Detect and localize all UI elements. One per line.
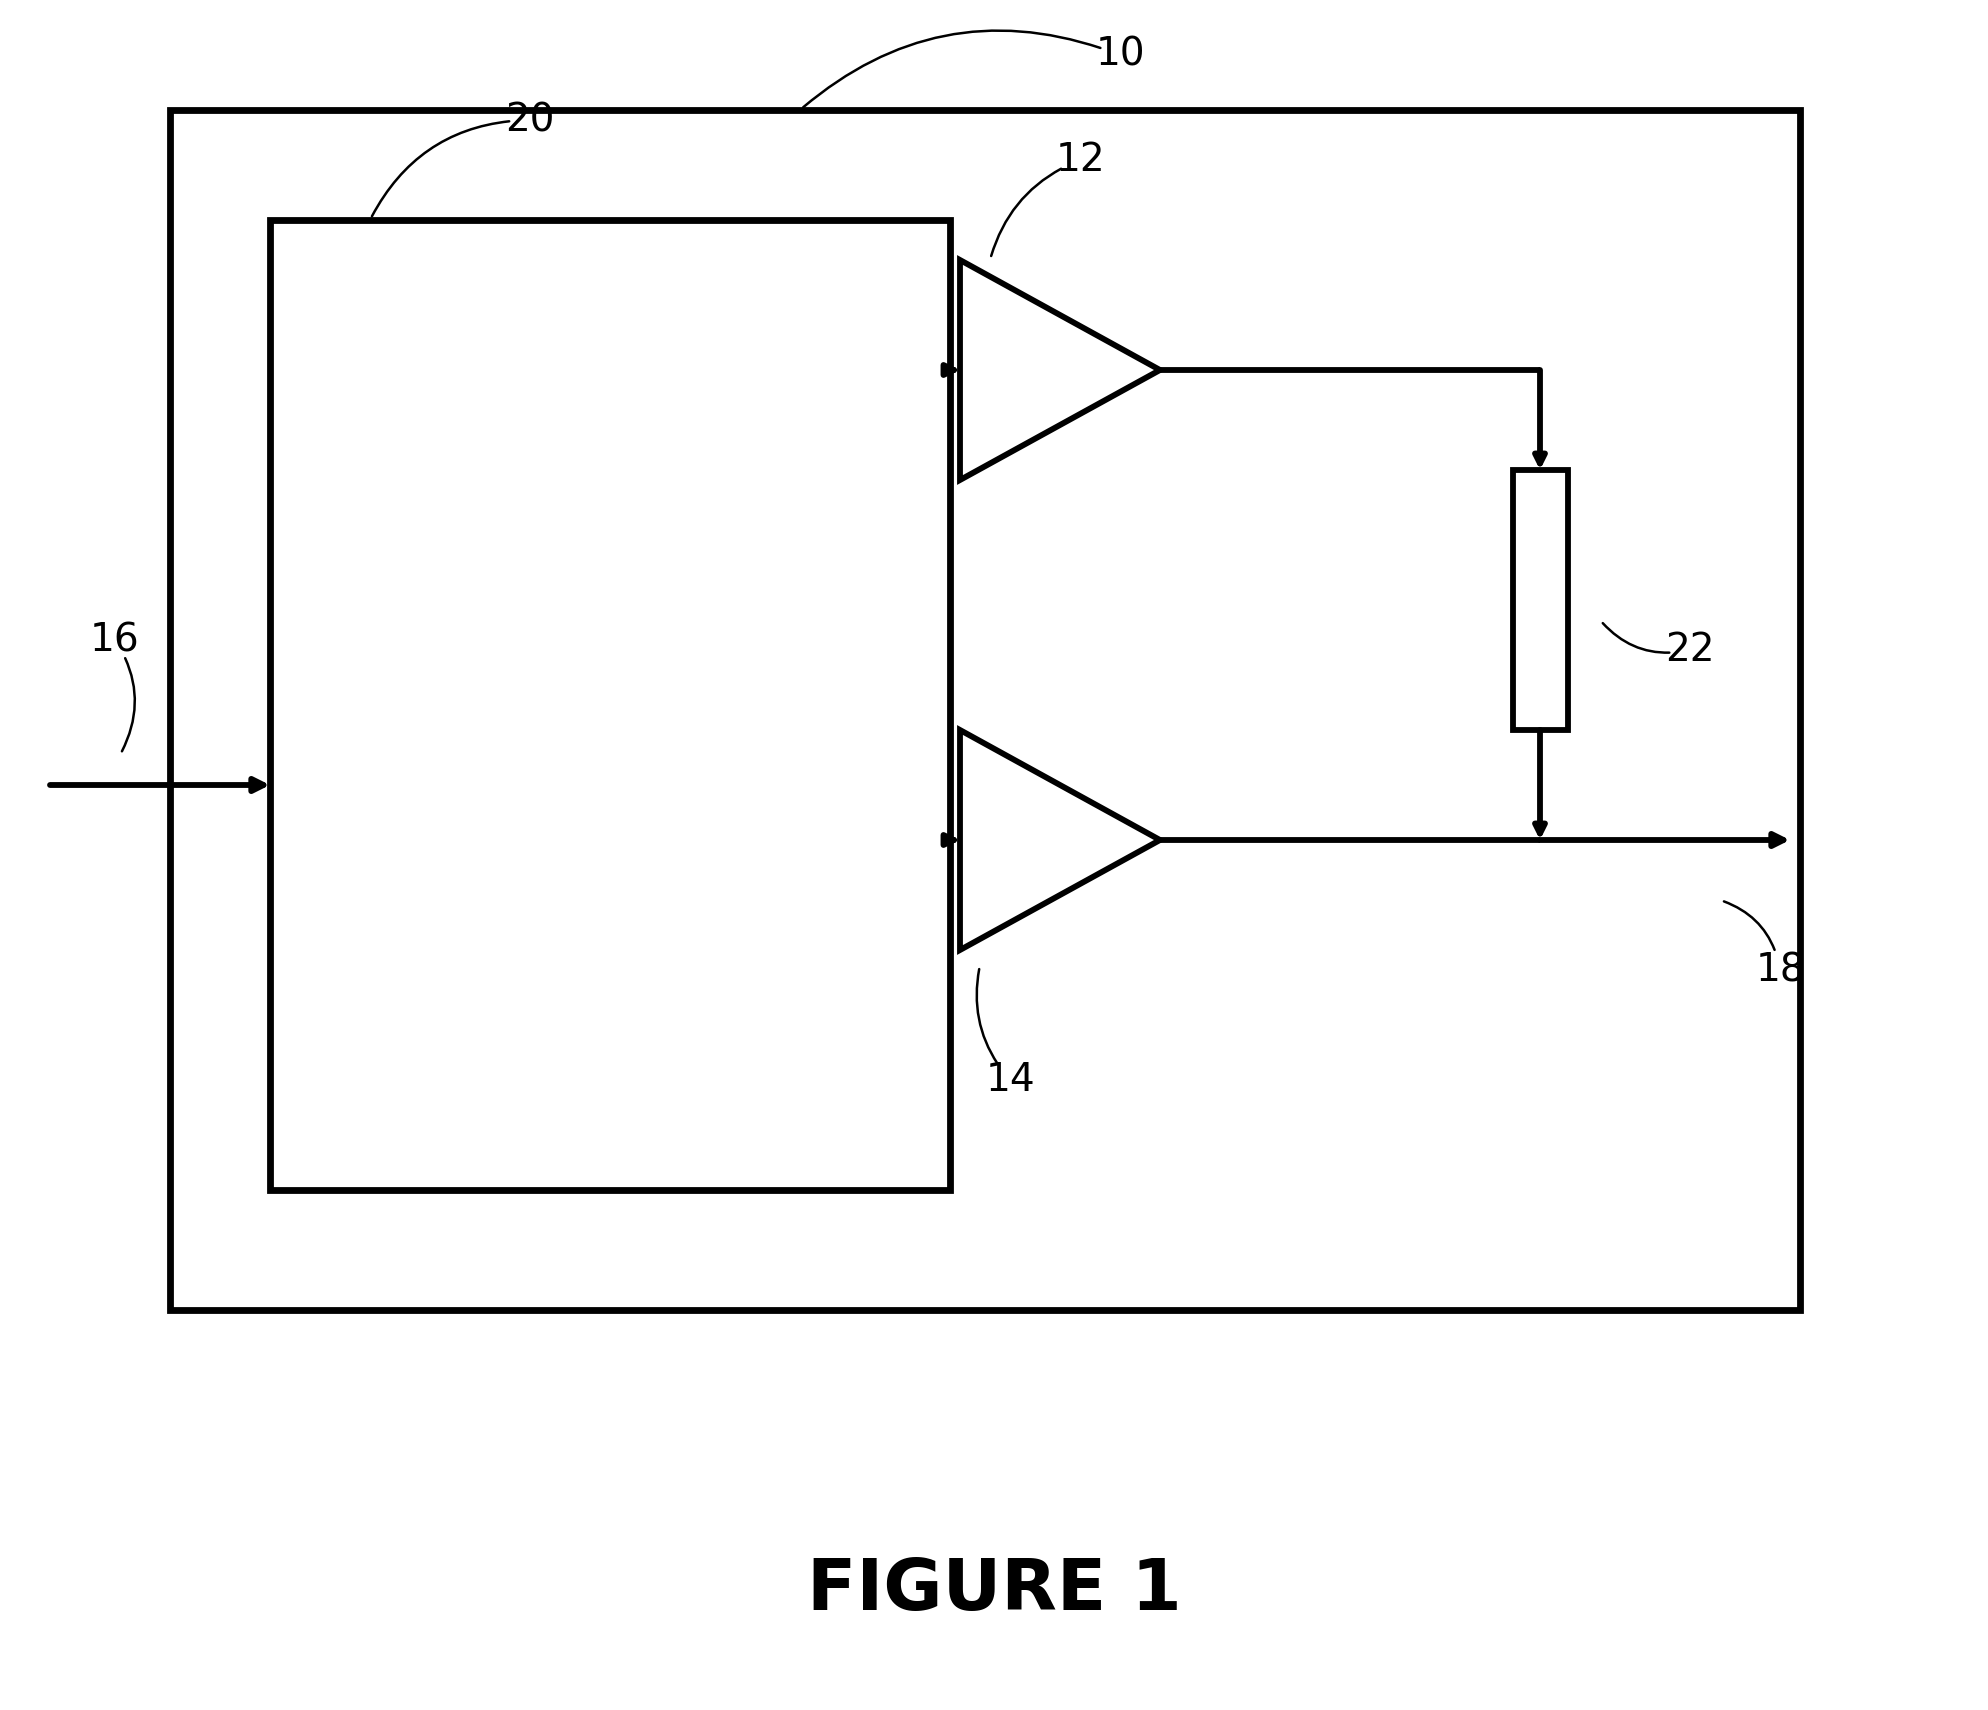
Text: FIGURE 1: FIGURE 1 — [807, 1556, 1181, 1624]
Bar — [171, 109, 1799, 1310]
Text: 16: 16 — [89, 621, 139, 658]
Text: 14: 14 — [986, 1060, 1036, 1100]
Text: 12: 12 — [1056, 140, 1105, 180]
Bar — [1513, 470, 1567, 730]
Text: 18: 18 — [1755, 951, 1805, 988]
Text: 10: 10 — [1095, 36, 1145, 74]
Text: 22: 22 — [1666, 631, 1716, 669]
Polygon shape — [960, 730, 1161, 951]
Polygon shape — [960, 260, 1161, 481]
Text: 20: 20 — [505, 101, 555, 139]
Bar — [270, 221, 950, 1190]
